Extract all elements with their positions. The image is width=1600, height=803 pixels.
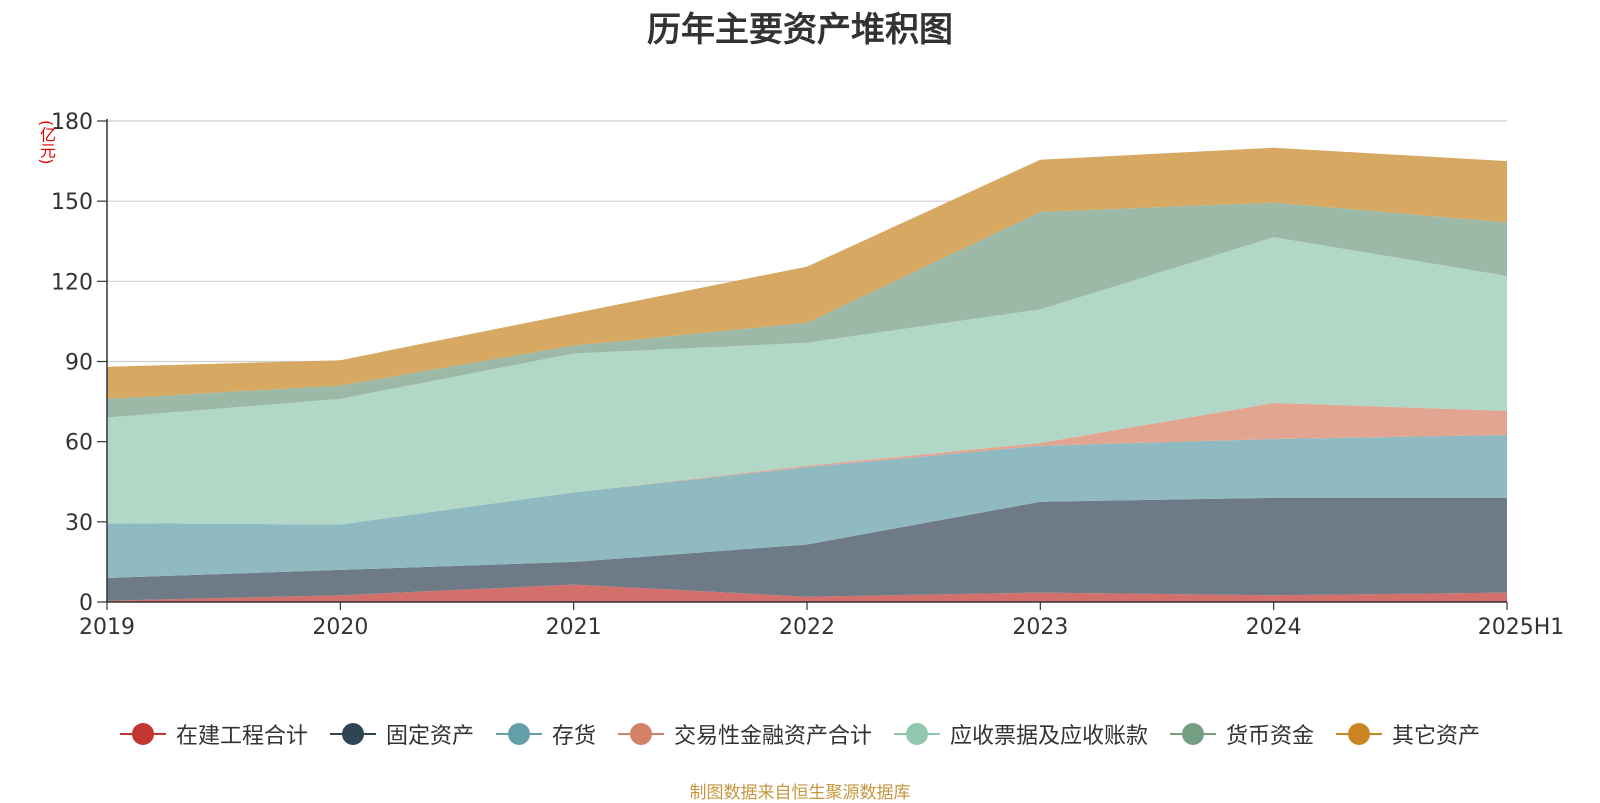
legend-marker-icon [617,722,664,746]
x-tick-label: 2023 [1012,615,1068,640]
area-在建工程合计 [107,584,1507,602]
x-tick-label: 2021 [546,615,602,640]
legend-label: 交易性金融资产合计 [673,724,872,749]
legend-marker-icon [495,722,542,746]
area-货币资金 [107,202,1507,418]
legend-item[interactable]: 货币资金 [1170,718,1314,750]
area-其它资产 [107,147,1507,399]
chart-title: 历年主要资产堆积图 [647,10,953,50]
legend-label: 固定资产 [385,724,474,749]
area-应收票据及应收账款 [107,237,1507,525]
y-tick-label: 120 [51,270,93,295]
legend-marker-icon [119,722,166,746]
legend-label: 其它资产 [1392,724,1481,749]
legend-item[interactable]: 交易性金融资产合计 [617,718,872,750]
legend-item[interactable]: 存货 [495,718,596,750]
x-tick-label: 2025H1 [1478,615,1565,640]
legend-label: 货币资金 [1226,724,1315,749]
x-tick-label: 2020 [312,615,368,640]
x-tick-label: 2022 [779,615,835,640]
data-source-footer: 制图数据来自恒生聚源数据库 [689,783,911,803]
y-tick-label: 150 [51,190,93,215]
legend-marker-icon [1170,722,1217,746]
y-tick-label: 90 [65,351,93,376]
y-tick-label: 180 [51,110,93,135]
area-存货 [107,435,1507,578]
legend-item[interactable]: 在建工程合计 [119,718,308,750]
y-axis-unit-label: (亿元) [37,120,56,165]
x-tick-label: 2019 [79,615,135,640]
y-tick-label: 30 [65,511,93,536]
legend-item[interactable]: 其它资产 [1336,718,1480,750]
x-tick-label: 2024 [1246,615,1302,640]
legend-label: 在建工程合计 [175,724,308,749]
axes: 0 30 60 90 120 150 180 2019 2020 2021 2022 2023 2024… [51,110,1564,640]
legend-label: 存货 [551,724,596,749]
legend-marker-icon [329,722,376,746]
legend-marker-icon [894,722,940,746]
legend-label: 应收票据及应收账款 [950,724,1149,749]
area-固定资产 [107,497,1507,601]
legend-item[interactable]: 固定资产 [329,718,474,750]
legend-marker-icon [1336,722,1383,746]
y-tick-label: 60 [65,431,93,456]
area-交易性金融资产合计 [107,402,1507,525]
stacked-area-chart: 0 30 60 90 120 150 180 2019 2020 2021 2022 2023 2024… [51,110,1564,640]
legend: 在建工程合计 固定资产 存货 交易性金融资产合计 应收票据及应收账款 货币资金 其它资产 [0,718,1600,750]
legend-item[interactable]: 应收票据及应收账款 [894,718,1148,750]
area-series [107,147,1507,602]
y-tick-label: 0 [79,591,93,616]
